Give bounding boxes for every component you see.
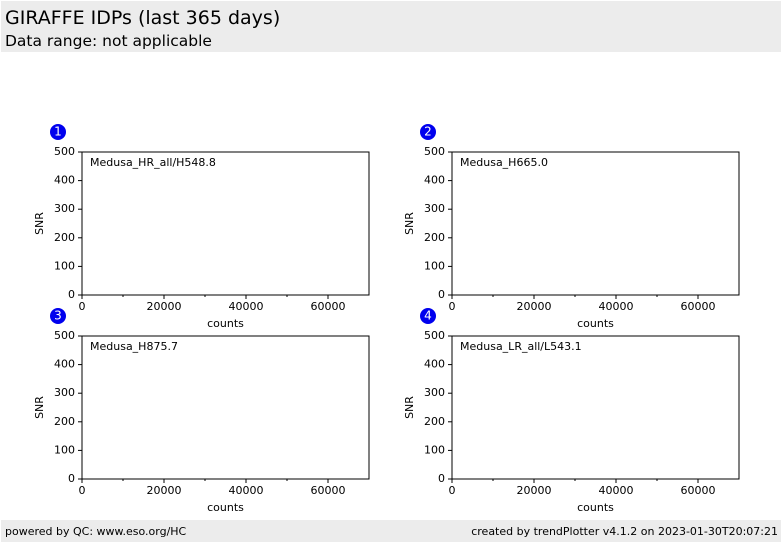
plot-frame (81, 335, 370, 480)
y-tick-label: 400 (424, 174, 445, 187)
plot-frame (451, 151, 740, 296)
annotation: Medusa_LR_all/L543.1 (460, 340, 582, 353)
x-tick-label: 40000 (229, 300, 264, 313)
x-tick-label: 0 (449, 300, 456, 313)
annotation: Medusa_H665.0 (460, 156, 548, 169)
annotation: Medusa_H875.7 (90, 340, 178, 353)
y-tick-label: 100 (424, 443, 445, 456)
x-tick-label: 20000 (517, 484, 552, 497)
x-axis-label: counts (207, 317, 244, 330)
footer-right: created by trendPlotter v4.1.2 on 2023-0… (471, 525, 778, 538)
y-tick-label: 500 (424, 329, 445, 342)
y-tick-label: 0 (68, 472, 75, 485)
y-tick-label: 500 (54, 145, 75, 158)
x-tick-label: 40000 (599, 484, 634, 497)
y-tick-label: 300 (54, 386, 75, 399)
y-axis-label: SNR (403, 212, 416, 235)
panel-number: 2 (424, 125, 432, 139)
header: GIRAFFE IDPs (last 365 days) Data range:… (1, 1, 781, 52)
x-tick-label: 60000 (311, 300, 346, 313)
panel-number: 4 (424, 309, 432, 323)
y-tick-label: 100 (424, 259, 445, 272)
x-tick-label: 40000 (599, 300, 634, 313)
y-tick-label: 0 (438, 472, 445, 485)
y-tick-label: 200 (424, 415, 445, 428)
footer: powered by QC: www.eso.org/HC created by… (1, 520, 781, 542)
page-title: GIRAFFE IDPs (last 365 days) (5, 7, 281, 29)
y-axis-label: SNR (33, 396, 46, 419)
y-tick-label: 0 (438, 288, 445, 301)
panel-badge (50, 124, 66, 140)
y-tick-label: 500 (424, 145, 445, 158)
panel-badge (420, 308, 436, 324)
y-axis-label: SNR (403, 396, 416, 419)
x-tick-label: 60000 (311, 484, 346, 497)
x-tick-label: 60000 (681, 300, 716, 313)
x-tick-label: 20000 (517, 300, 552, 313)
y-tick-label: 100 (54, 259, 75, 272)
x-axis-label: counts (577, 317, 614, 330)
y-tick-label: 300 (54, 202, 75, 215)
x-tick-label: 20000 (147, 484, 182, 497)
y-tick-label: 300 (424, 386, 445, 399)
footer-left: powered by QC: www.eso.org/HC (5, 525, 187, 538)
annotation: Medusa_HR_all/H548.8 (90, 156, 216, 169)
y-tick-label: 200 (54, 231, 75, 244)
x-axis-label: counts (577, 501, 614, 514)
x-tick-label: 20000 (147, 300, 182, 313)
panel-badge (420, 124, 436, 140)
panel-badge (50, 308, 66, 324)
y-tick-label: 300 (424, 202, 445, 215)
y-tick-label: 100 (54, 443, 75, 456)
x-tick-label: 0 (79, 300, 86, 313)
y-tick-label: 400 (424, 358, 445, 371)
panel-number: 1 (54, 125, 62, 139)
y-axis-label: SNR (33, 212, 46, 235)
y-tick-label: 400 (54, 174, 75, 187)
x-axis-label: counts (207, 501, 244, 514)
y-tick-label: 0 (68, 288, 75, 301)
x-tick-label: 60000 (681, 484, 716, 497)
plot-frame (81, 151, 370, 296)
x-tick-label: 40000 (229, 484, 264, 497)
y-tick-label: 200 (54, 415, 75, 428)
x-tick-label: 0 (79, 484, 86, 497)
y-tick-label: 400 (54, 358, 75, 371)
y-tick-label: 500 (54, 329, 75, 342)
y-tick-label: 200 (424, 231, 445, 244)
x-tick-label: 0 (449, 484, 456, 497)
panel-number: 3 (54, 309, 62, 323)
plot-frame (451, 335, 740, 480)
page-subtitle: Data range: not applicable (5, 32, 212, 50)
